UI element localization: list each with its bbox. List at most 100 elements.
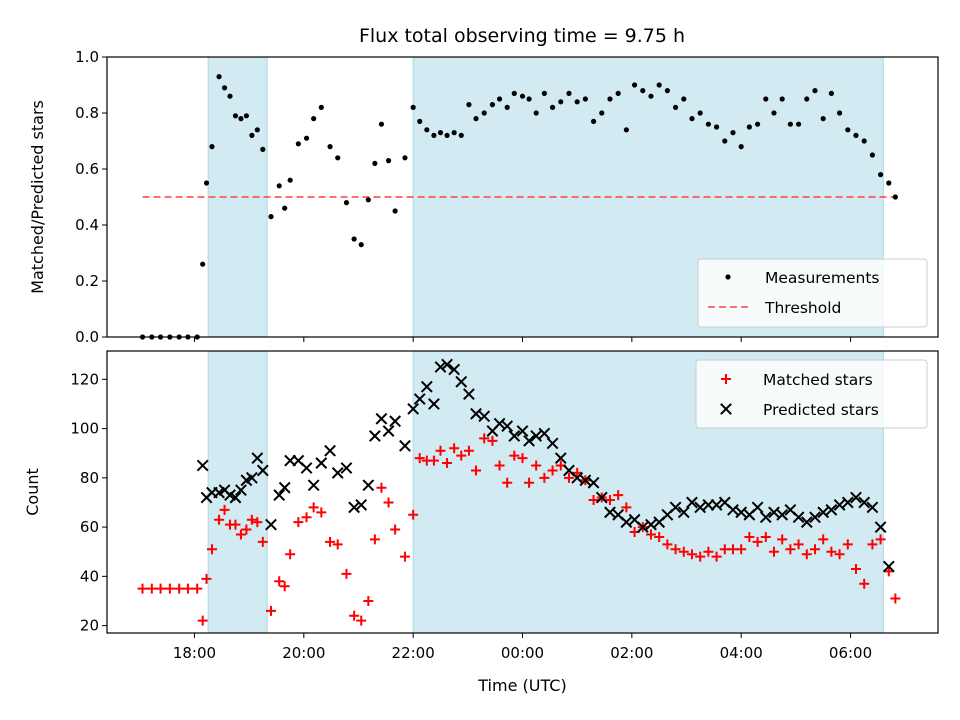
matched-star-point bbox=[524, 477, 535, 488]
predicted-star-point bbox=[420, 380, 433, 393]
measurement-point bbox=[372, 160, 378, 166]
legend-predicted-marker bbox=[720, 403, 732, 415]
matched-star-point bbox=[266, 605, 277, 616]
matched-star-point bbox=[826, 546, 837, 557]
measurement-point bbox=[268, 214, 274, 220]
matched-star-point bbox=[137, 583, 148, 594]
predicted-star-point bbox=[579, 474, 592, 487]
y-tick-label: 1.0 bbox=[75, 48, 99, 66]
predicted-star-point bbox=[516, 425, 529, 437]
predicted-star-point bbox=[307, 479, 320, 492]
measurement-point bbox=[496, 96, 503, 102]
matched-star-point bbox=[435, 445, 446, 456]
predicted-star-point bbox=[413, 393, 426, 405]
measurement-point bbox=[779, 96, 785, 102]
matched-star-point bbox=[399, 551, 410, 562]
predicted-star-point bbox=[478, 410, 491, 423]
y-tick-label: 0.0 bbox=[75, 328, 99, 346]
matched-star-point bbox=[293, 517, 304, 528]
predicted-star-point bbox=[636, 521, 649, 534]
ratio-legend: Measurements Threshold bbox=[697, 258, 928, 328]
predicted-star-point bbox=[858, 496, 871, 509]
matched-star-point bbox=[883, 566, 894, 577]
predicted-star-point bbox=[251, 452, 264, 465]
matched-star-point bbox=[654, 531, 665, 542]
time-x-axis-label: Time (UTC) bbox=[477, 676, 566, 695]
x-tick-label: 20:00 bbox=[282, 644, 325, 662]
measurement-point bbox=[656, 82, 662, 88]
matched-star-point bbox=[279, 581, 290, 592]
measurement-point bbox=[697, 110, 703, 116]
matched-star-point bbox=[174, 583, 185, 594]
measurement-point bbox=[227, 93, 233, 99]
matched-star-point bbox=[456, 450, 467, 461]
measurement-point bbox=[590, 118, 597, 124]
x-tick-label: 00:00 bbox=[501, 644, 544, 662]
measurement-point bbox=[533, 110, 539, 116]
predicted-star-point bbox=[645, 518, 657, 531]
predicted-star-point bbox=[389, 415, 402, 428]
measurement-point bbox=[410, 104, 416, 110]
ratio-y-axis-label: Matched/Predicted stars bbox=[28, 100, 47, 294]
measurement-point bbox=[722, 138, 728, 144]
matched-star-point bbox=[219, 504, 230, 515]
legend-matched-marker bbox=[721, 374, 731, 384]
ratio-x-ticks bbox=[193, 337, 852, 342]
measurement-point bbox=[519, 93, 526, 99]
predicted-star-point bbox=[235, 484, 247, 497]
predicted-star-point bbox=[841, 496, 854, 509]
matched-star-point bbox=[563, 472, 574, 483]
predicted-star-point bbox=[677, 506, 690, 519]
matched-star-point bbox=[777, 534, 788, 545]
measurement-point bbox=[631, 82, 638, 88]
predicted-star-point bbox=[300, 462, 313, 474]
y-tick-label: 0.2 bbox=[75, 272, 99, 290]
predicted-star-point bbox=[554, 452, 567, 465]
matched-star-point bbox=[547, 465, 558, 476]
predicted-star-point bbox=[273, 489, 286, 501]
measurement-point bbox=[615, 90, 621, 96]
matched-star-point bbox=[155, 583, 166, 594]
predicted-star-point bbox=[355, 499, 368, 511]
matched-star-point bbox=[645, 529, 656, 540]
measurement-point bbox=[640, 88, 646, 94]
measurement-point bbox=[402, 155, 408, 161]
measurement-point bbox=[216, 74, 222, 80]
y-tick-label: 0.8 bbox=[75, 104, 99, 122]
measurement-point bbox=[664, 88, 670, 94]
measurement-point bbox=[392, 208, 398, 214]
predicted-star-point bbox=[530, 430, 543, 442]
measurement-point bbox=[599, 110, 605, 116]
predicted-star-point bbox=[620, 516, 633, 529]
legend-predicted-label: Predicted stars bbox=[763, 401, 879, 419]
legend-measurements-label: Measurements bbox=[765, 269, 880, 287]
predicted-star-point bbox=[882, 560, 895, 573]
matched-star-point bbox=[356, 615, 367, 626]
matched-star-point bbox=[818, 534, 829, 545]
count-legend: Matched stars Predicted stars bbox=[695, 359, 928, 429]
x-tick-label: 22:00 bbox=[392, 644, 435, 662]
matched-star-point bbox=[301, 512, 312, 523]
y-tick-label: 120 bbox=[70, 370, 99, 388]
legend-box bbox=[697, 258, 928, 328]
count-panel: 20 40 60 80 100 120 18:00 20:00 22:00 00:00 02:00… bbox=[23, 350, 939, 695]
measurement-point bbox=[318, 104, 324, 110]
measurement-point bbox=[365, 197, 371, 203]
predicted-star-point bbox=[265, 518, 277, 531]
y-tick-label: 100 bbox=[70, 420, 99, 438]
predicted-star-point bbox=[501, 420, 514, 433]
measurement-point bbox=[574, 99, 580, 105]
predicted-star-point bbox=[669, 501, 682, 514]
measurement-point bbox=[303, 135, 310, 141]
matched-star-point bbox=[572, 467, 583, 478]
predicted-star-point bbox=[428, 398, 440, 410]
predicted-star-point bbox=[759, 511, 772, 524]
matched-star-point bbox=[390, 524, 401, 535]
predicted-star-point bbox=[368, 430, 381, 442]
measurement-point bbox=[473, 116, 479, 122]
predicted-star-point bbox=[245, 471, 258, 484]
predicted-star-point bbox=[571, 471, 584, 484]
matched-star-point bbox=[670, 544, 681, 555]
matched-star-point bbox=[736, 544, 747, 555]
matched-star-point bbox=[363, 595, 374, 606]
